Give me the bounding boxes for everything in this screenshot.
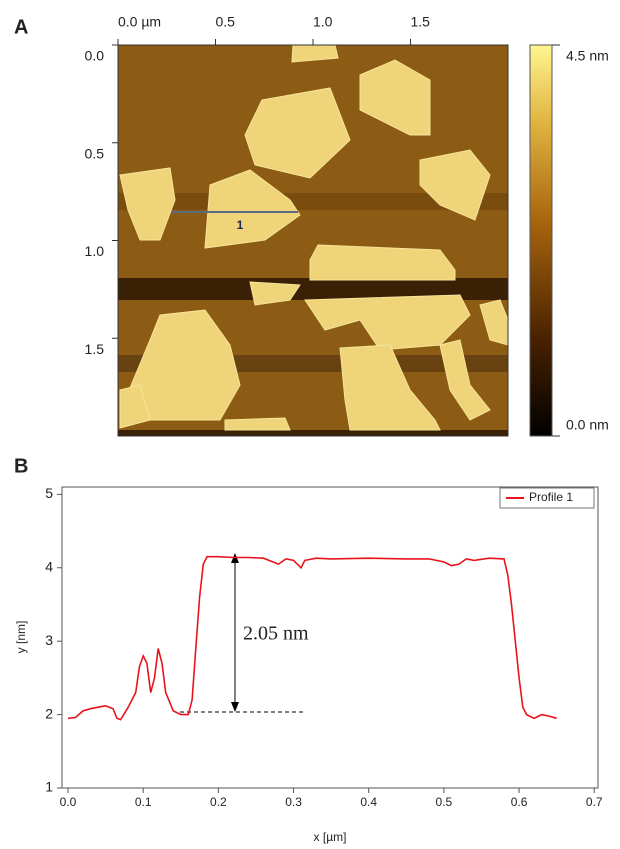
profile-line	[67, 555, 557, 721]
x-tick-label: 0.6	[511, 795, 528, 809]
profile-label: 1	[237, 218, 244, 232]
annotation: 2.05 nm	[243, 623, 309, 645]
y-axis-label: y [nm]	[14, 621, 28, 654]
y-tick-label: 3	[45, 632, 53, 648]
colorbar	[529, 44, 553, 437]
x-tick-label: 0.5	[436, 795, 453, 809]
legend-label: Profile 1	[529, 490, 573, 504]
afm-image	[117, 44, 509, 437]
x-axis-label: x [µm]	[314, 830, 347, 844]
x-tick-label: 0.7	[586, 795, 603, 809]
x-tick-label: 1.0	[313, 14, 333, 30]
colorbar-tick-label: 0.0 nm	[566, 417, 609, 433]
x-tick-label: 0.3	[285, 795, 302, 809]
y-tick-label: 1.0	[85, 243, 105, 259]
colorbar-tick-label: 4.5 nm	[566, 48, 609, 64]
y-tick-label: 5	[45, 485, 53, 501]
y-tick-label: 0.5	[85, 145, 105, 161]
x-tick-label: 0.0 µm	[118, 14, 161, 30]
x-tick-label: 0.4	[360, 795, 377, 809]
panel-label: A	[14, 16, 28, 38]
legend-box	[499, 487, 595, 509]
x-tick-label: 0.5	[216, 14, 236, 30]
x-tick-label: 0.0	[60, 795, 77, 809]
y-tick-label: 2	[45, 705, 53, 721]
x-tick-label: 1.5	[411, 14, 431, 30]
y-tick-label: 1.5	[85, 341, 105, 357]
x-tick-label: 0.1	[135, 795, 152, 809]
profile-plot	[61, 486, 599, 789]
panel-label: B	[14, 455, 28, 477]
x-tick-label: 0.2	[210, 795, 227, 809]
y-tick-label: 1	[45, 779, 53, 795]
y-tick-label: 0.0	[85, 48, 105, 64]
y-tick-label: 4	[45, 558, 53, 574]
